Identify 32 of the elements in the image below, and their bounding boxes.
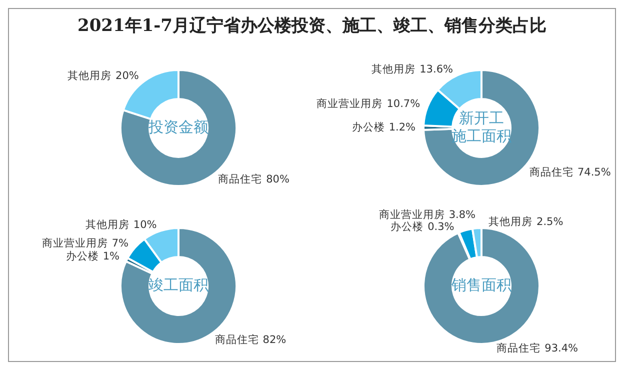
slice-label: 其他用房 — [488, 214, 533, 228]
data-label: 74.5% — [577, 166, 611, 178]
slice-label: 商品住宅 — [496, 341, 541, 354]
data-label: 80% — [266, 174, 290, 186]
data-label: 0.3% — [428, 220, 454, 233]
data-label: 10.7% — [386, 98, 420, 110]
text: 竣工面积 — [148, 276, 208, 294]
slice-label: 商品住宅 — [218, 172, 262, 186]
slice-label: 其他用房 — [68, 68, 112, 82]
data-label: 7% — [112, 237, 129, 250]
slice-label: 其他用房 — [372, 62, 416, 76]
data-label: 1% — [102, 250, 120, 263]
slice-label: 商业营业用房 — [316, 96, 383, 110]
slice-label: 商业营业用房 — [42, 236, 108, 250]
slice-label: 商品住宅 — [214, 332, 259, 346]
text: 销售面积 — [450, 276, 512, 294]
data-label: 10% — [133, 218, 157, 231]
data-label: 1.2% — [388, 121, 416, 134]
slice-label: 商业营业用房 — [378, 208, 445, 221]
slice-label: 办公楼 — [352, 120, 385, 134]
text: 投资金额 — [148, 118, 208, 136]
slice-label: 商品住宅 — [529, 165, 574, 178]
data-label: 20% — [116, 70, 139, 82]
data-label: 3.8% — [448, 208, 476, 221]
slice-label: 办公楼 — [66, 250, 99, 263]
data-label: 2.5% — [536, 216, 564, 228]
text: 2021年1-7月辽宁省办公楼投资、施工、竣工、销售分类占比 — [76, 15, 548, 38]
data-label: 13.6% — [420, 63, 454, 76]
data-label: 93.4% — [544, 342, 578, 354]
data-label: 82% — [262, 334, 286, 346]
slice-label: 办公楼 — [390, 220, 424, 233]
slice-label: 其他用房 — [85, 218, 130, 231]
